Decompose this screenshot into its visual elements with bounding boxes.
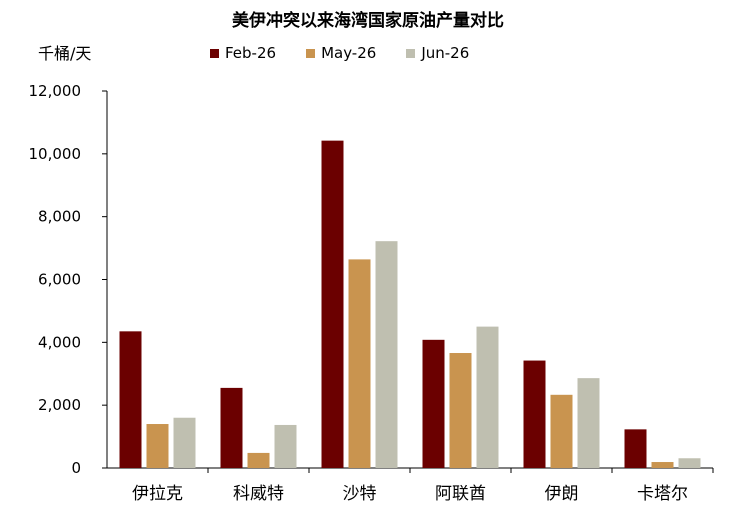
x-category-label: 科威特 (233, 484, 284, 504)
bar-feb-26 (624, 429, 647, 468)
legend-label-may: May-26 (321, 44, 377, 62)
y-tick-label: 0 (71, 459, 81, 477)
y-tick-label: 6,000 (38, 271, 81, 289)
bar-may-26 (247, 452, 270, 468)
bar-feb-26 (119, 331, 142, 468)
y-axis-unit-label: 千桶/天 (38, 44, 92, 63)
y-tick-label: 12,000 (29, 82, 82, 100)
bar-may-26 (146, 424, 169, 468)
chart-title: 美伊冲突以来海湾国家原油产量对比 (232, 11, 504, 31)
y-tick-label: 4,000 (38, 333, 81, 351)
x-category-label: 伊朗 (545, 484, 579, 504)
legend-item-feb: Feb-26 (210, 44, 276, 62)
legend-item-may: May-26 (306, 44, 376, 62)
bar-jun-26 (375, 241, 398, 468)
y-tick-label: 2,000 (38, 396, 81, 414)
legend-swatch-may (306, 48, 316, 58)
bar-feb-26 (220, 387, 243, 468)
bar-may-26 (449, 353, 472, 468)
bar-feb-26 (523, 360, 546, 468)
bar-feb-26 (422, 339, 445, 468)
legend-label-jun: Jun-26 (421, 44, 470, 62)
x-category-label: 阿联酋 (435, 484, 486, 504)
bar-may-26 (550, 394, 573, 468)
legend-label-feb: Feb-26 (225, 44, 277, 62)
x-category-label: 卡塔尔 (637, 484, 688, 504)
bar-may-26 (651, 462, 674, 468)
bar-jun-26 (476, 326, 499, 468)
x-category-label: 伊拉克 (132, 484, 183, 504)
legend-item-jun: Jun-26 (406, 44, 469, 62)
bar-jun-26 (577, 378, 600, 468)
legend-swatch-jun (406, 48, 416, 58)
bar-feb-26 (321, 140, 344, 468)
bar-jun-26 (173, 417, 196, 468)
bar-jun-26 (678, 458, 701, 468)
legend-swatch-feb (210, 48, 219, 58)
bar-jun-26 (274, 424, 297, 468)
x-category-label: 沙特 (343, 484, 377, 504)
y-tick-label: 10,000 (29, 145, 82, 163)
bar-may-26 (348, 259, 371, 468)
y-tick-label: 8,000 (38, 208, 81, 226)
chart-legend: Feb-26 May-26 Jun-26 (210, 44, 469, 62)
